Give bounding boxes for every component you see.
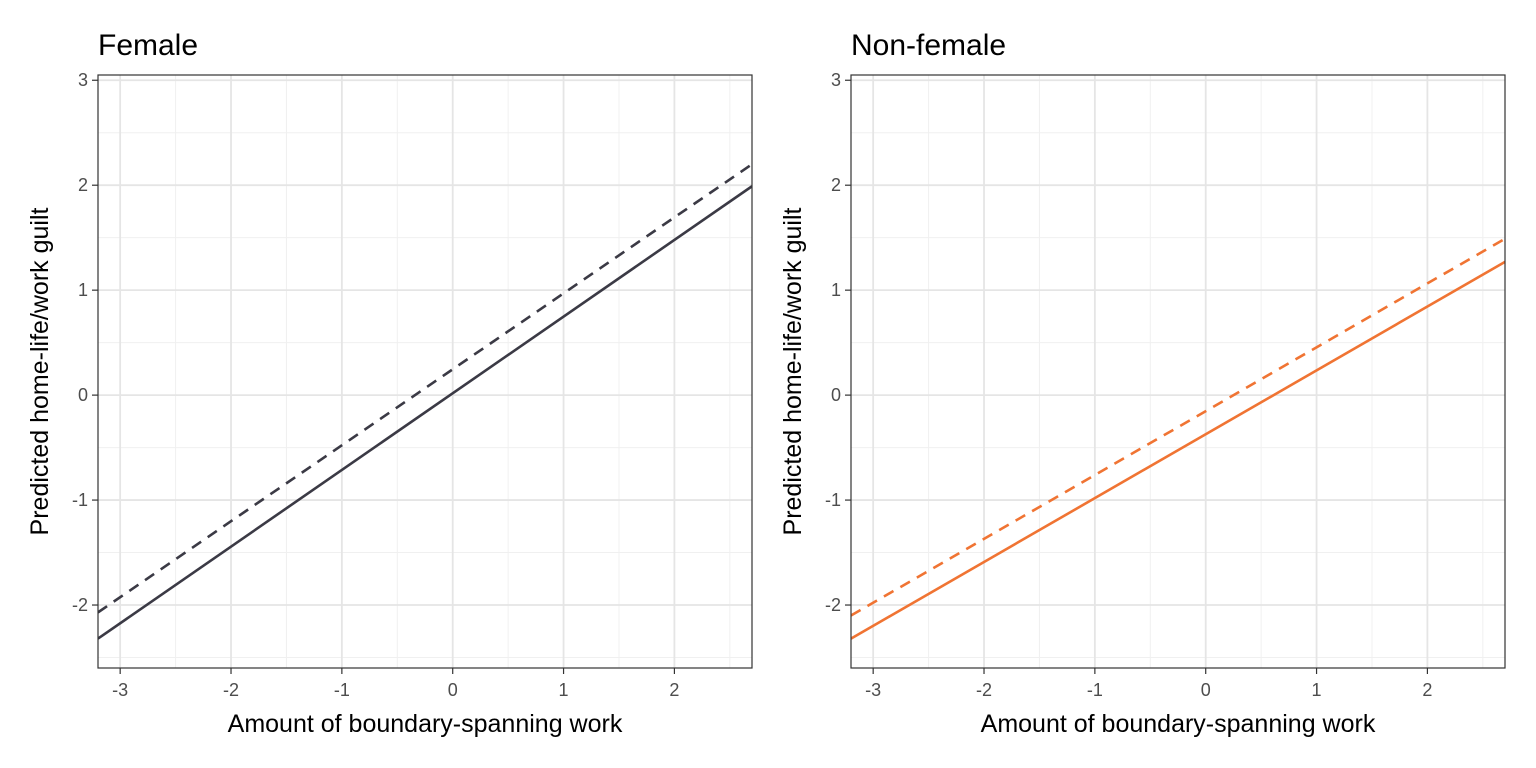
- y-tick-label: -2: [825, 595, 841, 615]
- y-tick-label: 2: [831, 175, 841, 195]
- x-axis-label: Amount of boundary-spanning work: [981, 710, 1376, 738]
- y-tick-label: 2: [78, 175, 88, 195]
- y-axis-label: Predicted home-life/work guilt: [26, 207, 54, 535]
- x-tick-label: -1: [334, 680, 350, 700]
- series-line-dashed: [851, 237, 1505, 617]
- y-tick-label: 3: [831, 70, 841, 90]
- panel-border: [97, 74, 753, 669]
- series-line-dashed: [98, 163, 752, 614]
- series-line-solid: [851, 260, 1505, 640]
- panel-title: Non-female: [851, 29, 1006, 62]
- x-tick-label: -1: [1087, 680, 1103, 700]
- x-tick-label: 0: [1201, 680, 1211, 700]
- x-tick-label: 1: [1312, 680, 1322, 700]
- y-tick-label: -1: [825, 490, 841, 510]
- x-tick-label: 1: [559, 680, 569, 700]
- y-axis-label: Predicted home-life/work guilt: [779, 207, 807, 535]
- x-tick-label: -2: [223, 680, 239, 700]
- x-tick-label: -2: [976, 680, 992, 700]
- y-tick-label: 1: [78, 280, 88, 300]
- y-tick-label: 0: [831, 385, 841, 405]
- x-tick-label: 0: [448, 680, 458, 700]
- panel-title: Female: [98, 29, 198, 62]
- x-tick-label: -3: [112, 680, 128, 700]
- x-tick-label: 2: [669, 680, 679, 700]
- y-tick-label: -1: [72, 490, 88, 510]
- series-line-solid: [98, 185, 752, 640]
- y-tick-label: 3: [78, 70, 88, 90]
- y-tick-label: -2: [72, 595, 88, 615]
- panel-border: [850, 74, 1506, 669]
- panel-female: -3 -2 -1 0 1 2 -2 -1 0 1 2 3 Female Amount of boundar…: [26, 29, 753, 738]
- x-axis-label: Amount of boundary-spanning work: [228, 710, 623, 738]
- panel-non-female: -3 -2 -1 0 1 2 -2 -1 0 1 2 3 Non-female Amount of bou…: [779, 29, 1506, 738]
- y-tick-label: 0: [78, 385, 88, 405]
- y-tick-label: 1: [831, 280, 841, 300]
- x-tick-label: -3: [865, 680, 881, 700]
- x-tick-label: 2: [1422, 680, 1432, 700]
